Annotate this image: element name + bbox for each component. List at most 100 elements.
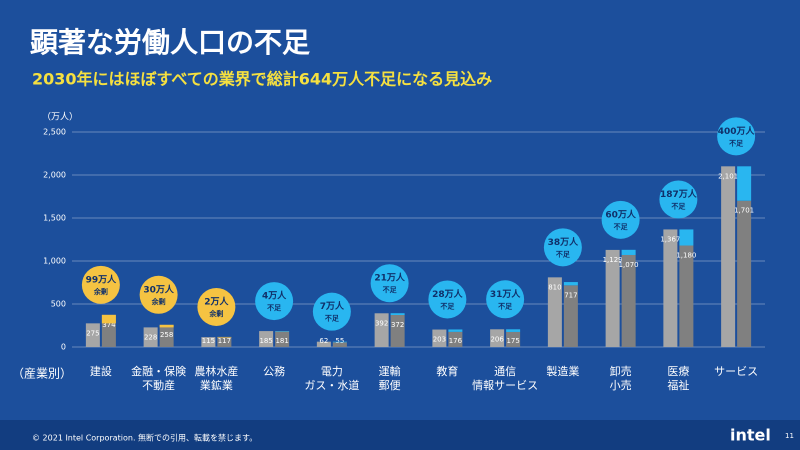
- gap-note: 余剰: [208, 309, 223, 318]
- bar: [679, 245, 694, 347]
- x-tick-label: 公務: [263, 364, 285, 378]
- gap-label: 187万人: [660, 188, 698, 200]
- value-label: 374: [102, 321, 116, 329]
- gap-bubble: [601, 200, 640, 239]
- x-tick-label: 通信: [494, 365, 516, 378]
- gap-segment: [506, 329, 521, 332]
- gap-bubble: [428, 280, 467, 319]
- gap-bubble: [486, 280, 525, 319]
- bar: [563, 285, 578, 347]
- y-unit: （万人）: [42, 112, 78, 123]
- gap-label: 400万人: [718, 125, 756, 137]
- value-label: 1,129: [603, 256, 623, 264]
- gap-segment: [737, 166, 752, 201]
- gap-segment: [217, 336, 232, 338]
- x-tick-label: 郵便: [379, 379, 401, 392]
- gap-label: 38万人: [548, 236, 580, 248]
- gap-note: 不足: [498, 302, 513, 310]
- gap-label: 30万人: [143, 283, 175, 295]
- x-tick-label: 不動産: [142, 378, 175, 392]
- x-tick-label: 金融・保険: [131, 364, 186, 378]
- gap-note: 不足: [325, 315, 340, 323]
- gap-segment: [390, 313, 405, 316]
- gap-segment: [275, 331, 290, 332]
- x-tick-label: 福祉: [667, 378, 689, 392]
- x-tick-label: 教育: [436, 364, 458, 378]
- x-tick-label: 運輸: [379, 364, 401, 378]
- gap-label: 2万人: [204, 295, 229, 307]
- gap-segment: [563, 282, 578, 286]
- x-tick-label: 小売: [610, 379, 632, 392]
- gap-note: 不足: [267, 304, 282, 312]
- bar: [275, 331, 290, 347]
- value-label: 203: [433, 336, 446, 344]
- value-label: 1,180: [676, 252, 696, 260]
- bar: [143, 327, 158, 347]
- gap-note: 不足: [556, 250, 571, 258]
- y-tick-label: 500: [51, 300, 66, 309]
- y-tick-label: 0: [61, 343, 66, 352]
- bar: [448, 331, 463, 347]
- bar: [374, 313, 389, 347]
- bar: [605, 249, 620, 347]
- value-label: 392: [375, 319, 388, 327]
- gap-note: 余剰: [151, 297, 166, 306]
- gap-segment: [101, 314, 116, 324]
- value-label: 176: [449, 337, 463, 345]
- bar: [721, 166, 736, 347]
- value-label: 1,070: [619, 261, 639, 269]
- y-tick-label: 1,500: [43, 214, 66, 223]
- bar: [316, 341, 331, 347]
- gap-note: 余剰: [93, 287, 108, 296]
- value-label: 258: [160, 331, 173, 339]
- bar: [159, 324, 174, 347]
- bar: [663, 229, 678, 347]
- footer-band: [0, 420, 800, 450]
- gap-segment: [621, 249, 636, 255]
- value-label: 117: [218, 337, 231, 345]
- bar: [621, 254, 636, 347]
- x-tick-label: 情報サービス: [472, 379, 538, 392]
- value-label: 1,367: [660, 235, 680, 243]
- bar: [332, 342, 347, 347]
- bar: [201, 337, 216, 347]
- gap-label: 28万人: [432, 288, 464, 300]
- value-label: 275: [86, 329, 99, 337]
- gap-label: 99万人: [86, 273, 118, 285]
- value-label: 62: [319, 337, 328, 345]
- value-label: 181: [275, 337, 288, 345]
- subtitle: 2030年にはほぼすべての業界で総計644万人不足になる見込み: [32, 70, 492, 89]
- value-label: 185: [259, 337, 272, 345]
- gap-note: 不足: [671, 202, 686, 210]
- gap-note: 不足: [729, 139, 744, 147]
- x-tick-label: 製造業: [546, 364, 579, 378]
- bar: [85, 323, 100, 347]
- bar: [506, 331, 521, 347]
- gap-label: 31万人: [490, 288, 522, 300]
- value-label: 228: [144, 333, 157, 341]
- gap-segment: [448, 329, 463, 332]
- value-label: 2,101: [718, 172, 738, 180]
- gap-label: 4万人: [262, 290, 287, 302]
- gap-bubble: [543, 228, 582, 267]
- bar: [490, 329, 505, 347]
- slide-title: 顕著な労働人口の不足: [30, 26, 310, 59]
- value-label: 206: [490, 335, 504, 343]
- bar: [432, 329, 447, 347]
- gap-label: 21万人: [374, 272, 406, 284]
- y-tick-label: 2,000: [43, 171, 66, 180]
- gap-bubble: [370, 264, 409, 303]
- value-label: 115: [202, 337, 215, 345]
- bar: [217, 336, 232, 347]
- gap-segment: [679, 229, 694, 246]
- gap-bubble: [659, 180, 698, 219]
- bar: [737, 200, 752, 347]
- y-tick-label: 2,500: [43, 128, 66, 137]
- page-number: 11: [785, 432, 794, 440]
- gap-note: 不足: [614, 223, 629, 231]
- value-label: 717: [564, 291, 577, 299]
- value-label: 1,701: [734, 207, 754, 215]
- gap-bubble: [255, 282, 294, 321]
- x-tick-label: 電力: [321, 365, 343, 378]
